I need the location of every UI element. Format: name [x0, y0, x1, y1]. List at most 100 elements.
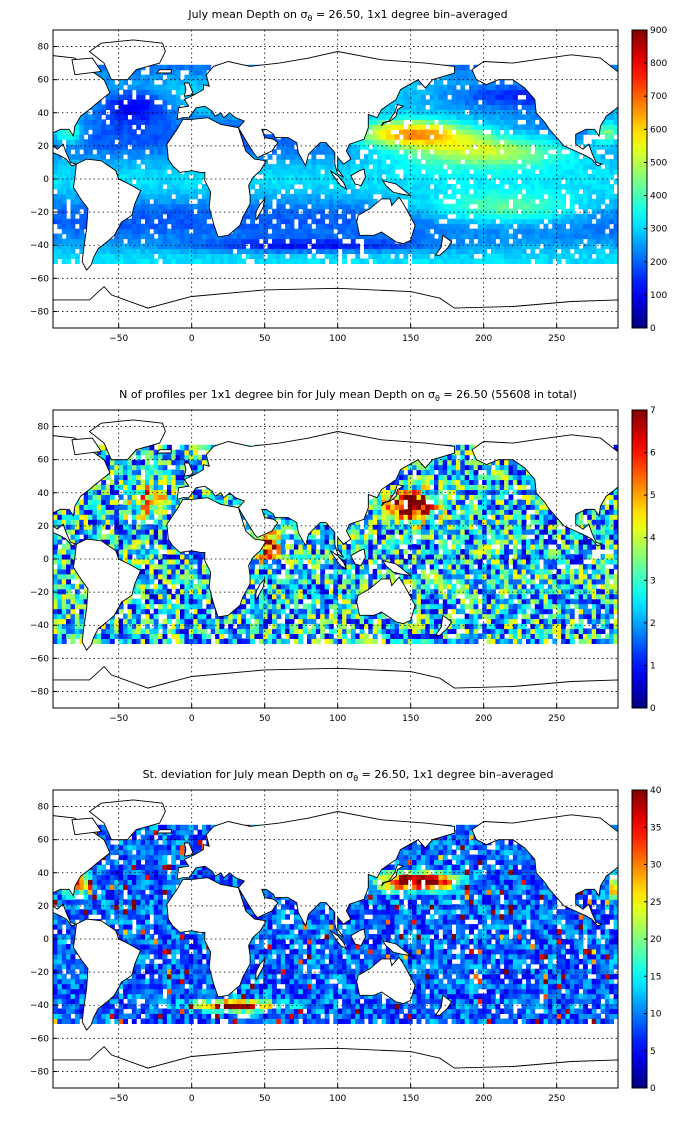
heatmap-cell: [403, 99, 409, 105]
heatmap-cell: [153, 94, 159, 101]
heatmap-cell: [569, 198, 575, 205]
heatmap-cell: [438, 99, 444, 105]
heatmap-cell: [70, 243, 76, 250]
heatmap-cell: [512, 248, 518, 254]
heatmap-cell: [447, 149, 453, 155]
heatmap-cell: [267, 179, 273, 185]
heatmap-cell: [399, 129, 404, 135]
heatmap-cell: [346, 169, 352, 175]
heatmap-cell: [328, 188, 334, 195]
heatmap-cell: [180, 213, 185, 220]
heatmap-cell: [447, 124, 453, 130]
heatmap-cell: [416, 159, 422, 165]
heatmap-cell: [547, 258, 553, 264]
heatmap-cell: [201, 64, 207, 71]
heatmap-cell: [166, 243, 172, 250]
heatmap-cell: [175, 89, 181, 96]
heatmap-cell: [604, 169, 610, 175]
heatmap-cell: [482, 228, 488, 235]
heatmap-cell: [350, 218, 356, 225]
heatmap-cell: [350, 184, 356, 190]
heatmap-cell: [61, 169, 67, 175]
heatmap-cell: [188, 218, 194, 225]
heatmap-cell: [66, 238, 71, 245]
heatmap-cell: [534, 179, 540, 185]
land-north-america: [53, 55, 111, 167]
heatmap-cell: [407, 203, 413, 210]
heatmap-cell: [569, 179, 575, 185]
heatmap-cell: [66, 248, 71, 254]
heatmap-cell: [403, 243, 409, 250]
heatmap-cell: [280, 198, 286, 205]
heatmap-cell: [368, 169, 374, 175]
heatmap-cell: [228, 114, 234, 120]
heatmap-cell: [547, 144, 553, 150]
heatmap-cell: [197, 253, 203, 259]
heatmap-cell: [131, 114, 137, 120]
heatmap-cell: [184, 238, 190, 245]
heatmap-cell: [412, 139, 417, 145]
heatmap-cell: [53, 638, 58, 644]
heatmap-cell: [442, 84, 448, 91]
heatmap-cell: [302, 179, 308, 185]
heatmap-cell: [364, 139, 369, 145]
heatmap-cell: [105, 104, 111, 110]
heatmap-cell: [57, 243, 63, 250]
heatmap-cell: [61, 258, 67, 264]
heatmap-cell: [289, 238, 295, 245]
heatmap-cell: [464, 193, 470, 200]
heatmap-cell: [372, 124, 378, 130]
heatmap-cell: [486, 154, 492, 160]
heatmap-cell: [381, 144, 387, 150]
heatmap-cell: [412, 218, 417, 225]
heatmap-cell: [499, 238, 505, 245]
heatmap-cell: [175, 94, 181, 101]
heatmap-cell: [276, 213, 282, 220]
heatmap-cell: [166, 94, 172, 101]
heatmap-cell: [53, 578, 58, 585]
heatmap-cell: [241, 243, 247, 250]
heatmap-cell: [451, 94, 457, 101]
heatmap-cell: [455, 64, 461, 71]
heatmap-cell: [342, 203, 347, 210]
heatmap-cell: [451, 258, 457, 264]
colorbar-tick-label: 300: [650, 225, 667, 235]
heatmap-cell: [368, 243, 374, 250]
heatmap-cell: [74, 583, 80, 590]
heatmap-cell: [368, 119, 374, 125]
heatmap-cell: [499, 174, 505, 180]
heatmap-cell: [425, 238, 431, 245]
heatmap-cell: [70, 514, 76, 520]
heatmap-cell: [495, 154, 501, 160]
heatmap-cell: [57, 613, 63, 620]
heatmap-cell: [293, 159, 299, 165]
heatmap-cell: [438, 144, 444, 150]
heatmap-cell: [162, 79, 168, 86]
heatmap-cell: [280, 193, 286, 200]
heatmap-cell: [114, 109, 120, 115]
heatmap-cell: [482, 119, 488, 125]
heatmap-cell: [272, 169, 277, 175]
heatmap-cell: [118, 253, 124, 259]
heatmap-cell: [289, 159, 295, 165]
heatmap-cell: [543, 228, 549, 235]
heatmap-cell: [162, 129, 168, 135]
heatmap-cell: [114, 159, 120, 165]
heatmap-cell: [320, 188, 326, 195]
heatmap-cell: [556, 164, 562, 170]
heatmap-cell: [517, 184, 523, 190]
heatmap-cell: [460, 169, 466, 175]
heatmap-cell: [512, 258, 518, 264]
heatmap-cell: [105, 99, 111, 105]
heatmap-cell: [66, 253, 71, 259]
heatmap-cell: [158, 159, 163, 165]
heatmap-cell: [109, 124, 115, 130]
heatmap-cell: [491, 218, 496, 225]
heatmap-cell: [145, 243, 150, 250]
heatmap-cell: [517, 253, 523, 259]
heatmap-cell: [460, 99, 466, 105]
heatmap-cell: [460, 109, 466, 115]
heatmap-cell: [79, 529, 85, 535]
heatmap-cell: [460, 218, 466, 225]
heatmap-cell: [451, 119, 457, 125]
